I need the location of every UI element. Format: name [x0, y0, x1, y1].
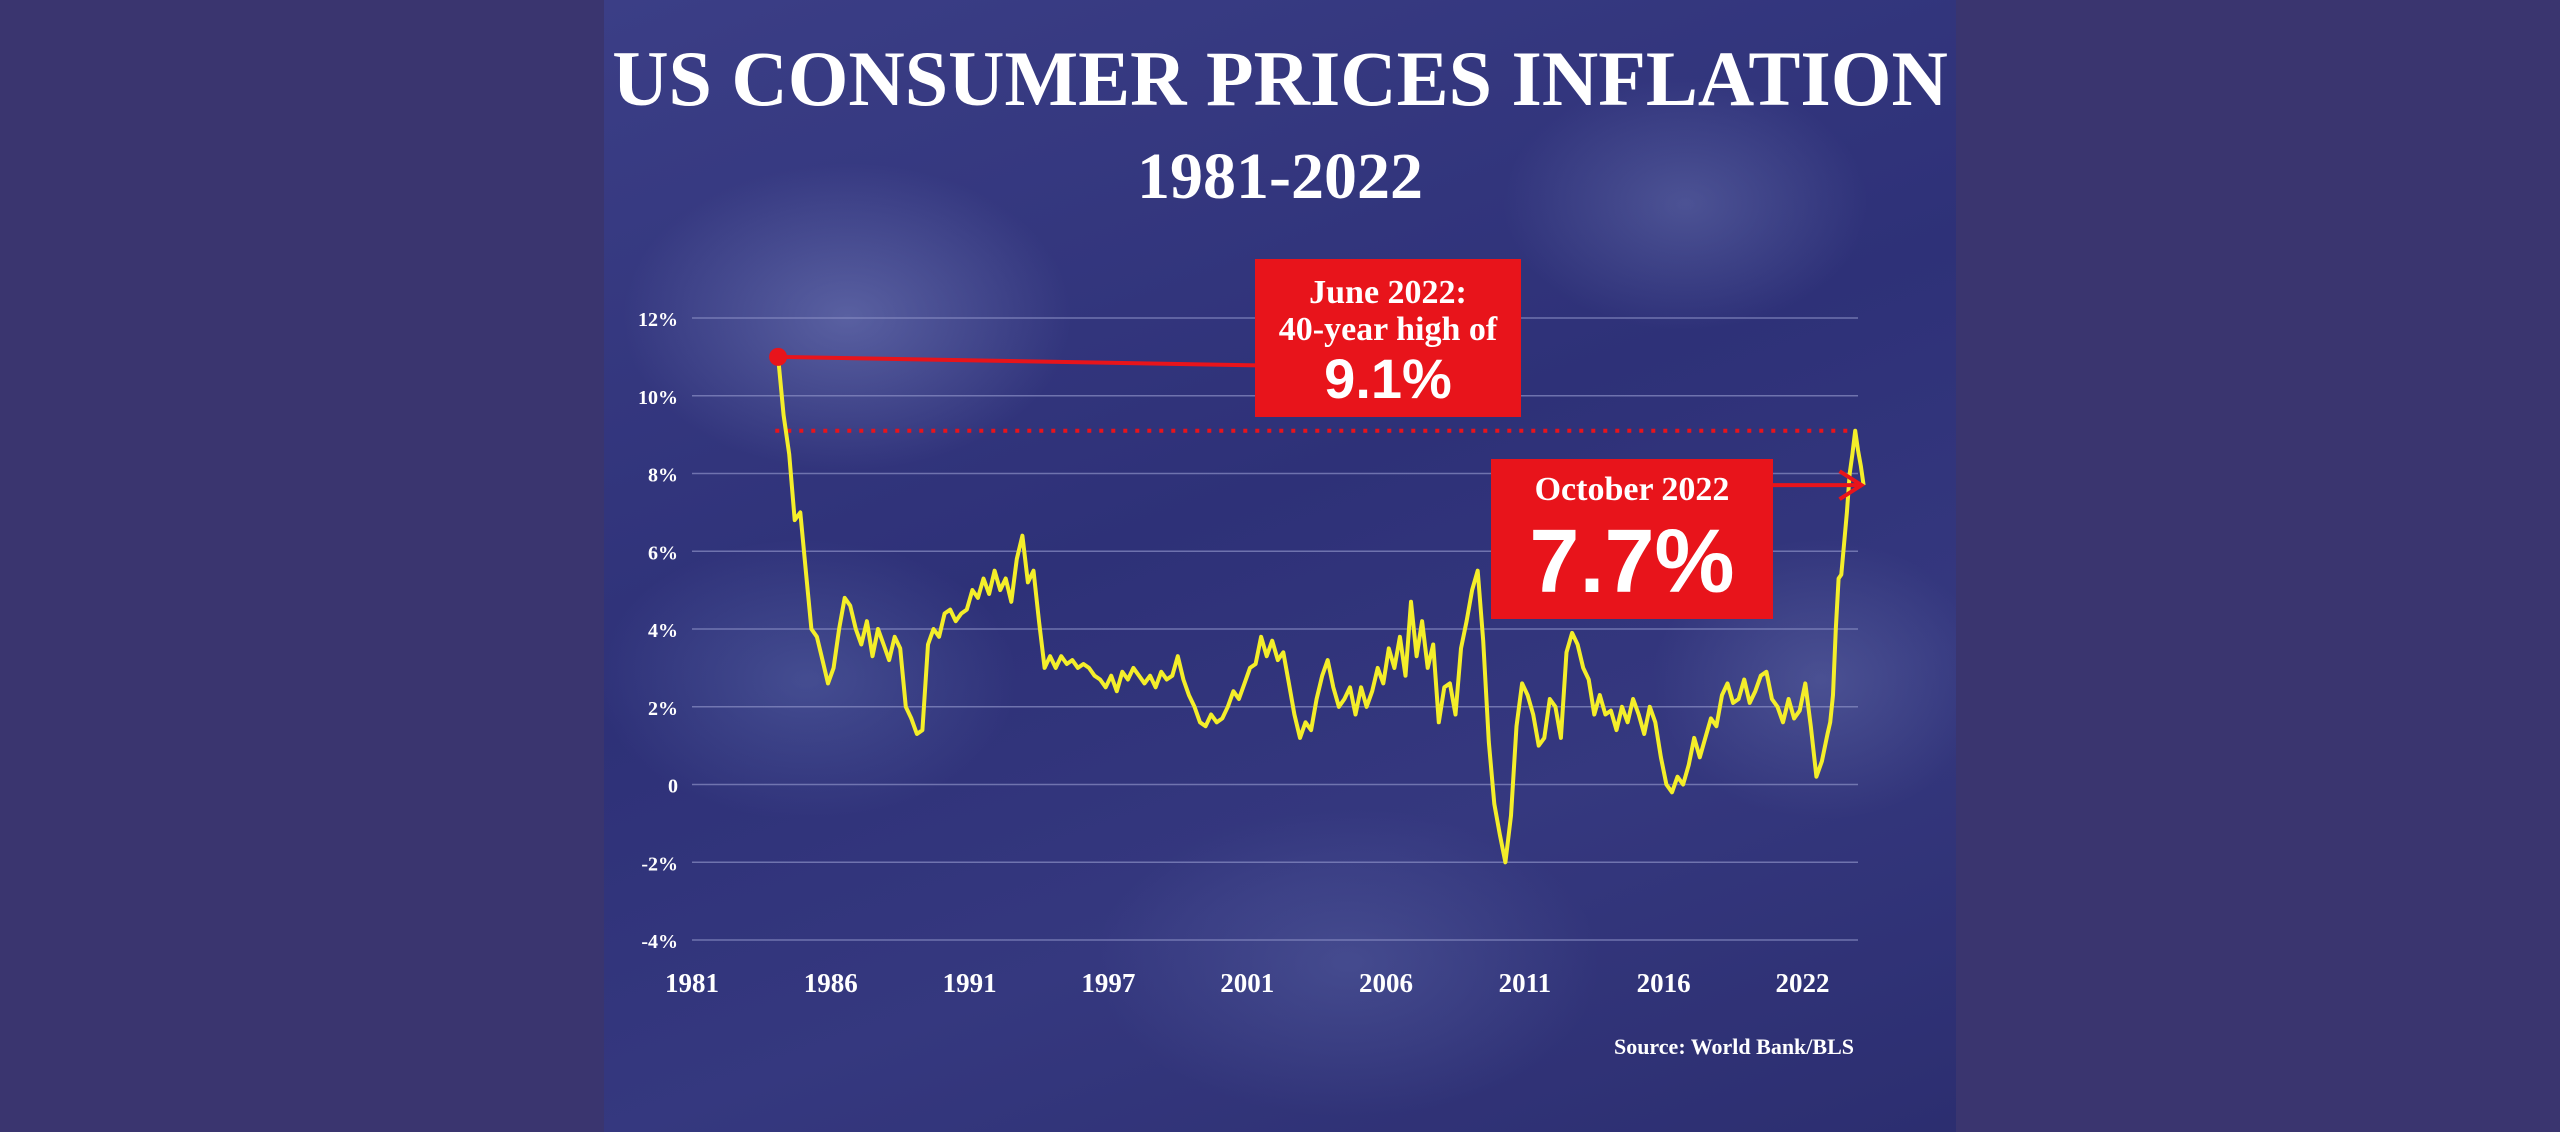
chart-panel: US CONSUMER PRICES INFLATION 1981-2022 1… [604, 0, 1956, 1132]
grid-lines [692, 317, 1858, 941]
y-tick-label: -2% [641, 853, 678, 875]
y-axis-ticks: 12% 10% 8% 6% 4% 2% 0 -2% -4% [638, 309, 678, 953]
y-tick-label: 6% [648, 542, 678, 564]
x-tick-label: 1991 [943, 968, 997, 998]
inflation-line-chart: US CONSUMER PRICES INFLATION 1981-2022 1… [612, 35, 1948, 1059]
peak-label-line1: June 2022: [1309, 274, 1467, 311]
source-note: Source: World Bank/BLS [1614, 1034, 1854, 1059]
y-tick-label: -4% [641, 931, 678, 953]
latest-label-line1: October 2022 [1535, 471, 1730, 508]
x-tick-label: 1986 [804, 968, 858, 998]
chart-subtitle: 1981-2022 [1137, 140, 1423, 213]
y-tick-label: 12% [638, 309, 678, 331]
x-tick-label: 2001 [1220, 968, 1274, 998]
peak-label-value: 9.1% [1324, 347, 1452, 410]
peak-label-line2: 40-year high of [1279, 311, 1498, 348]
latest-arrowhead [1838, 469, 1866, 501]
x-tick-label: 2022 [1775, 968, 1829, 998]
latest-label-value: 7.7% [1529, 512, 1734, 612]
y-tick-label: 10% [638, 387, 678, 409]
x-tick-label: 1981 [665, 968, 719, 998]
x-tick-label: 1997 [1081, 968, 1135, 998]
annotation-latest: October 2022 7.7% [1491, 459, 1866, 619]
series-line-cpi [776, 356, 1866, 865]
y-tick-label: 2% [648, 698, 678, 720]
y-tick-label: 4% [648, 620, 678, 642]
peak-marker [769, 347, 788, 366]
x-tick-label: 2006 [1359, 968, 1413, 998]
x-tick-label: 2011 [1499, 968, 1552, 998]
annotation-peak: June 2022: 40-year high of 9.1% [769, 259, 1522, 417]
x-tick-label: 2016 [1637, 968, 1691, 998]
y-tick-label: 0 [668, 776, 678, 798]
x-axis-ticks: 1981 1986 1991 1997 2001 2006 2011 2016 2022 [665, 968, 1829, 998]
chart-title: US CONSUMER PRICES INFLATION [612, 35, 1948, 122]
latest-label-box [1491, 459, 1773, 619]
y-tick-label: 8% [648, 465, 678, 487]
peak-label-box [1255, 259, 1521, 417]
